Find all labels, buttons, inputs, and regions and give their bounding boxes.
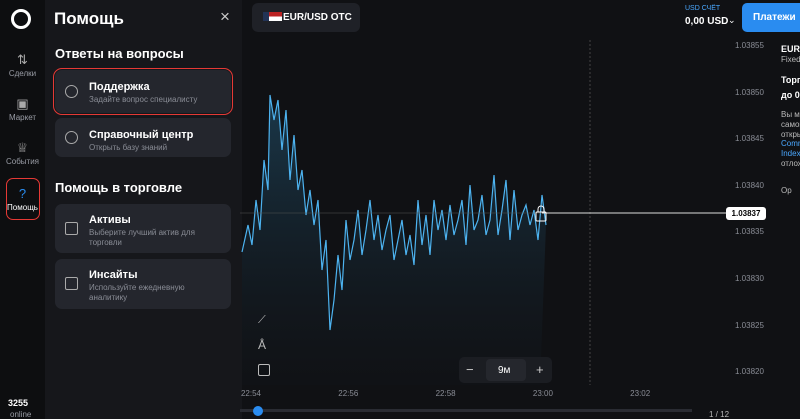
price-tick: 1.03850 [735,87,764,97]
lock-icon [535,211,547,222]
sidebar-icon[interactable]: ♕ [16,140,29,155]
sidebar-label: Помощь [7,203,38,212]
card-icon [65,277,78,290]
pagination: 1 / 12 [709,410,730,419]
online-label: online [10,410,32,419]
online-count: 3255 [8,398,29,408]
sidebar-label: События [5,157,40,166]
timeframe-box [486,359,526,381]
time-tick: 22:56 [338,389,359,398]
price-tick: 1.03845 [735,134,764,144]
side-panel [770,35,800,419]
payments-button[interactable] [742,3,800,32]
time-tick: 22:54 [240,389,262,398]
balance[interactable]: 0,00 USD [685,16,729,27]
side-text: до 0 [781,90,800,100]
tool-draw[interactable]: Å [258,338,267,352]
card-subtitle: Выберите лучший актив для торговли [89,228,195,247]
side-text: Comm [781,139,800,148]
price-tick: 1.03820 [735,367,764,377]
help-card[interactable]: Инсайты Используйте ежедневную аналитику [55,259,231,309]
sidebar-icon[interactable]: ? [18,186,27,201]
side-text: откры [781,130,800,139]
current-price: 1.03837 [726,207,766,220]
card-icon [65,84,78,98]
side-text: EUR/ [781,44,800,54]
panel-title: Помощь [54,9,124,28]
price-tick: 1.03825 [735,320,764,330]
price-tick: 1.03835 [735,227,764,237]
payments-label: Платежи [753,12,796,23]
sidebar-icon[interactable]: ⇅ [17,52,28,67]
timeline-handle[interactable] [253,406,263,416]
side-text: Index [781,149,800,158]
help-card[interactable]: Поддержка Задайте вопрос специалисту [53,68,233,115]
card-subtitle: Открыть базу знаний [89,143,168,152]
card-title: Справочный центр [89,129,194,141]
minus[interactable]: − [466,362,474,377]
card-icon [65,221,78,235]
timeline [240,409,692,412]
price-tick: 1.03840 [735,180,764,190]
tool-layout[interactable] [258,364,270,376]
help-card[interactable]: Справочный центр Открыть базу знаний [55,118,231,157]
asset: EUR/USD OTC [283,12,352,23]
section-title: Ответы на вопросы [55,46,184,61]
sidebar [0,0,45,419]
side-text: Вы м [781,110,800,119]
lock-shackle [537,205,545,212]
flag [263,12,282,21]
price-tick: 1.03830 [735,274,764,283]
caret: ⌄ [728,15,736,25]
price-chart [240,40,726,385]
price-line [241,94,547,331]
side-text: Торг [781,75,800,85]
side-text: отлож [781,159,800,168]
card-icon [65,130,78,144]
card-title: Поддержка [89,81,150,93]
time-tick: 22:58 [435,389,456,398]
card-title: Активы [89,214,131,226]
time-tick: 23:00 [532,389,553,398]
side-text: Ор [781,186,792,195]
card-subtitle: Задайте вопрос специалисту [89,95,198,104]
tool-line[interactable]: ⟋ [258,314,266,326]
card-subtitle: Используйте ежедневную аналитику [89,283,185,302]
card-title: Инсайты [89,269,138,281]
section-title: Помощь в торговле [55,180,183,195]
logo[interactable] [11,9,31,29]
sidebar-label: Сделки [8,69,37,78]
account-label: USD СЧЁТ [685,5,721,12]
sidebar-label: Маркет [8,113,37,122]
side-text: Fixed [781,55,800,64]
time-tick: 23:02 [630,389,651,398]
timeframe[interactable]: 9м [498,365,511,376]
help-card[interactable]: Активы Выберите лучший актив для торговли [55,204,231,253]
active-highlight [6,178,40,220]
price-area [242,95,546,385]
close[interactable]: × [220,7,230,26]
sidebar-icon[interactable]: ▣ [16,96,29,111]
side-text: самок [781,120,800,129]
price-tick: 1.03855 [735,41,764,50]
chart-tools: ⟋ Å [252,310,276,385]
plus[interactable]: + [536,362,544,377]
